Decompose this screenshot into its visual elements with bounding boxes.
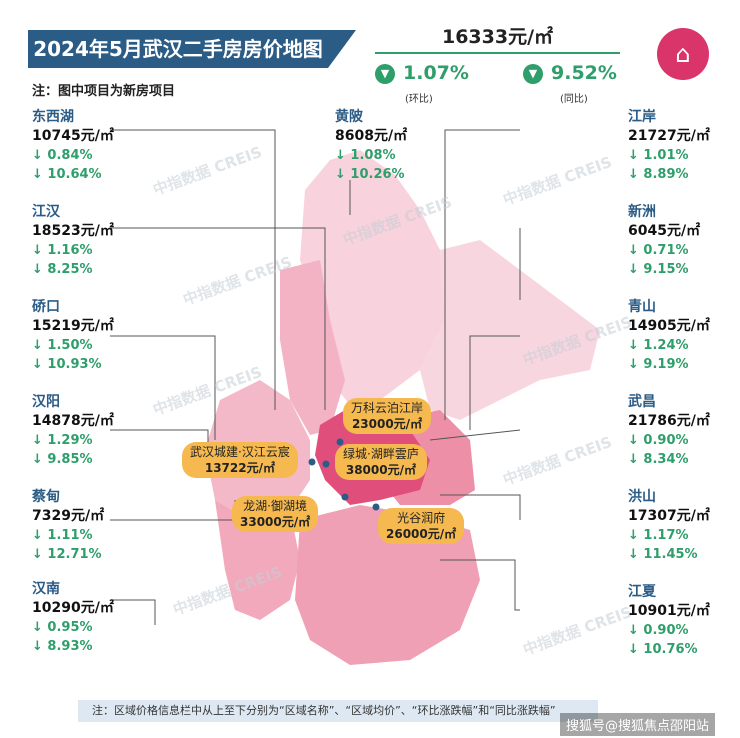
district-mom: ↓ 0.84% bbox=[32, 148, 93, 163]
district-mom: ↓ 1.24% bbox=[628, 338, 689, 353]
district-price: 14905元/㎡ bbox=[628, 318, 710, 334]
district-mom: ↓ 1.08% bbox=[335, 148, 396, 163]
district-name: 江夏 bbox=[628, 584, 656, 600]
project-price: 23000元/㎡ bbox=[351, 417, 423, 431]
district-qiaokou: 硚口 15219元/㎡ ↓ 1.50% ↓ 10.93% bbox=[32, 298, 114, 374]
note: 注：图中项目为新房项目 bbox=[32, 84, 176, 99]
district-jiangan: 江岸 21727元/㎡ ↓ 1.01% ↓ 8.89% bbox=[628, 108, 710, 184]
district-name: 硚口 bbox=[32, 299, 60, 315]
project-name: 绿城·湖畔雲庐 bbox=[343, 447, 419, 461]
down-arrow-icon: ▼ bbox=[375, 63, 395, 84]
district-wuchang: 武昌 21786元/㎡ ↓ 0.90% ↓ 8.34% bbox=[628, 393, 710, 469]
district-yoy: ↓ 10.76% bbox=[628, 642, 698, 657]
district-yoy: ↓ 9.85% bbox=[32, 452, 93, 467]
project-price: 38000元/㎡ bbox=[345, 463, 416, 477]
divider bbox=[375, 52, 620, 54]
average-price: 16333元/㎡ bbox=[441, 26, 554, 48]
district-mom: ↓ 0.90% bbox=[628, 623, 689, 638]
down-arrow-icon: ▼ bbox=[523, 63, 543, 84]
district-name: 青山 bbox=[628, 299, 656, 315]
region-jiangxia bbox=[295, 505, 480, 665]
district-name: 汉阳 bbox=[32, 394, 60, 410]
average-yoy: ▼ 9.52% bbox=[523, 62, 617, 84]
district-xinzhou: 新洲 6045元/㎡ ↓ 0.71% ↓ 9.15% bbox=[628, 203, 700, 279]
district-yoy: ↓ 8.34% bbox=[628, 452, 689, 467]
yoy-label: (同比) bbox=[560, 94, 588, 105]
district-mom: ↓ 0.90% bbox=[628, 433, 689, 448]
district-price: 10745元/㎡ bbox=[32, 128, 114, 144]
district-yoy: ↓ 12.71% bbox=[32, 547, 102, 562]
credit: 搜狐号@搜狐焦点邵阳站 bbox=[560, 713, 716, 736]
district-yoy: ↓ 9.15% bbox=[628, 262, 689, 277]
district-huangpi: 黄陂 8608元/㎡ ↓ 1.08% ↓ 10.26% bbox=[335, 108, 407, 184]
district-price: 7329元/㎡ bbox=[32, 508, 105, 524]
district-yoy: ↓ 8.89% bbox=[628, 167, 689, 182]
district-yoy: ↓ 10.26% bbox=[335, 167, 405, 182]
district-yoy: ↓ 10.64% bbox=[32, 167, 102, 182]
project-label: 武汉城建·汉江云宸 13722元/㎡ bbox=[182, 442, 298, 478]
district-jianghan: 江汉 18523元/㎡ ↓ 1.16% ↓ 8.25% bbox=[32, 203, 114, 279]
project-price: 33000元/㎡ bbox=[240, 515, 311, 529]
district-caidian: 蔡甸 7329元/㎡ ↓ 1.11% ↓ 12.71% bbox=[32, 488, 104, 564]
district-price: 21727元/㎡ bbox=[628, 128, 710, 144]
district-name: 武昌 bbox=[628, 394, 656, 410]
project-name: 光谷润府 bbox=[397, 511, 446, 525]
district-price: 10290元/㎡ bbox=[32, 600, 114, 616]
district-yoy: ↓ 10.93% bbox=[32, 357, 102, 372]
district-dongxihu: 东西湖 10745元/㎡ ↓ 0.84% ↓ 10.64% bbox=[32, 108, 114, 184]
district-yoy: ↓ 9.19% bbox=[628, 357, 689, 372]
district-name: 洪山 bbox=[628, 489, 656, 505]
district-mom: ↓ 1.11% bbox=[32, 528, 93, 543]
project-name: 万科云泊江岸 bbox=[351, 401, 424, 415]
region-xinzhou bbox=[420, 240, 600, 420]
district-jiangxia: 江夏 10901元/㎡ ↓ 0.90% ↓ 10.76% bbox=[628, 583, 710, 659]
project-name: 武汉城建·汉江云宸 bbox=[190, 445, 290, 459]
district-mom: ↓ 0.71% bbox=[628, 243, 689, 258]
district-price: 18523元/㎡ bbox=[32, 223, 114, 239]
district-price: 6045元/㎡ bbox=[628, 223, 701, 239]
district-mom: ↓ 0.95% bbox=[32, 620, 93, 635]
city-logo-icon: ⌂ bbox=[657, 28, 709, 80]
district-price: 8608元/㎡ bbox=[335, 128, 408, 144]
district-hongshan: 洪山 17307元/㎡ ↓ 1.17% ↓ 11.45% bbox=[628, 488, 710, 564]
footer-note: 注：区域价格信息栏中从上至下分别为“区域名称”、“区域均价”、“环比涨跌幅”和“… bbox=[78, 700, 598, 722]
project-price: 13722元/㎡ bbox=[204, 461, 275, 475]
district-name: 黄陂 bbox=[335, 109, 363, 125]
district-price: 14878元/㎡ bbox=[32, 413, 114, 429]
district-price: 17307元/㎡ bbox=[628, 508, 710, 524]
district-hanyang: 汉阳 14878元/㎡ ↓ 1.29% ↓ 9.85% bbox=[32, 393, 114, 469]
district-yoy: ↓ 8.93% bbox=[32, 639, 93, 654]
project-label: 万科云泊江岸 23000元/㎡ bbox=[343, 398, 432, 434]
map-title: 2024年5月武汉二手房房价地图 bbox=[28, 30, 356, 68]
project-label: 龙湖·御湖境 33000元/㎡ bbox=[232, 496, 319, 532]
district-yoy: ↓ 11.45% bbox=[628, 547, 698, 562]
mom-label: (环比) bbox=[405, 94, 433, 105]
region-huangpi bbox=[300, 150, 445, 405]
district-mom: ↓ 1.01% bbox=[628, 148, 689, 163]
project-name: 龙湖·御湖境 bbox=[243, 499, 307, 513]
average-mom: ▼ 1.07% bbox=[375, 62, 469, 84]
district-name: 新洲 bbox=[628, 204, 656, 220]
district-name: 蔡甸 bbox=[32, 489, 60, 505]
district-hannan: 汉南 10290元/㎡ ↓ 0.95% ↓ 8.93% bbox=[32, 580, 114, 656]
district-mom: ↓ 1.50% bbox=[32, 338, 93, 353]
district-mom: ↓ 1.29% bbox=[32, 433, 93, 448]
district-mom: ↓ 1.17% bbox=[628, 528, 689, 543]
district-price: 10901元/㎡ bbox=[628, 603, 710, 619]
district-name: 江汉 bbox=[32, 204, 60, 220]
project-label: 光谷润府 26000元/㎡ bbox=[378, 508, 465, 544]
project-label: 绿城·湖畔雲庐 38000元/㎡ bbox=[335, 444, 427, 480]
district-name: 东西湖 bbox=[32, 109, 74, 125]
district-name: 汉南 bbox=[32, 581, 60, 597]
region-dongxihu bbox=[280, 260, 345, 435]
project-price: 26000元/㎡ bbox=[386, 527, 457, 541]
district-yoy: ↓ 8.25% bbox=[32, 262, 93, 277]
district-mom: ↓ 1.16% bbox=[32, 243, 93, 258]
district-price: 21786元/㎡ bbox=[628, 413, 710, 429]
district-price: 15219元/㎡ bbox=[32, 318, 114, 334]
district-qingshan: 青山 14905元/㎡ ↓ 1.24% ↓ 9.19% bbox=[628, 298, 710, 374]
district-name: 江岸 bbox=[628, 109, 656, 125]
